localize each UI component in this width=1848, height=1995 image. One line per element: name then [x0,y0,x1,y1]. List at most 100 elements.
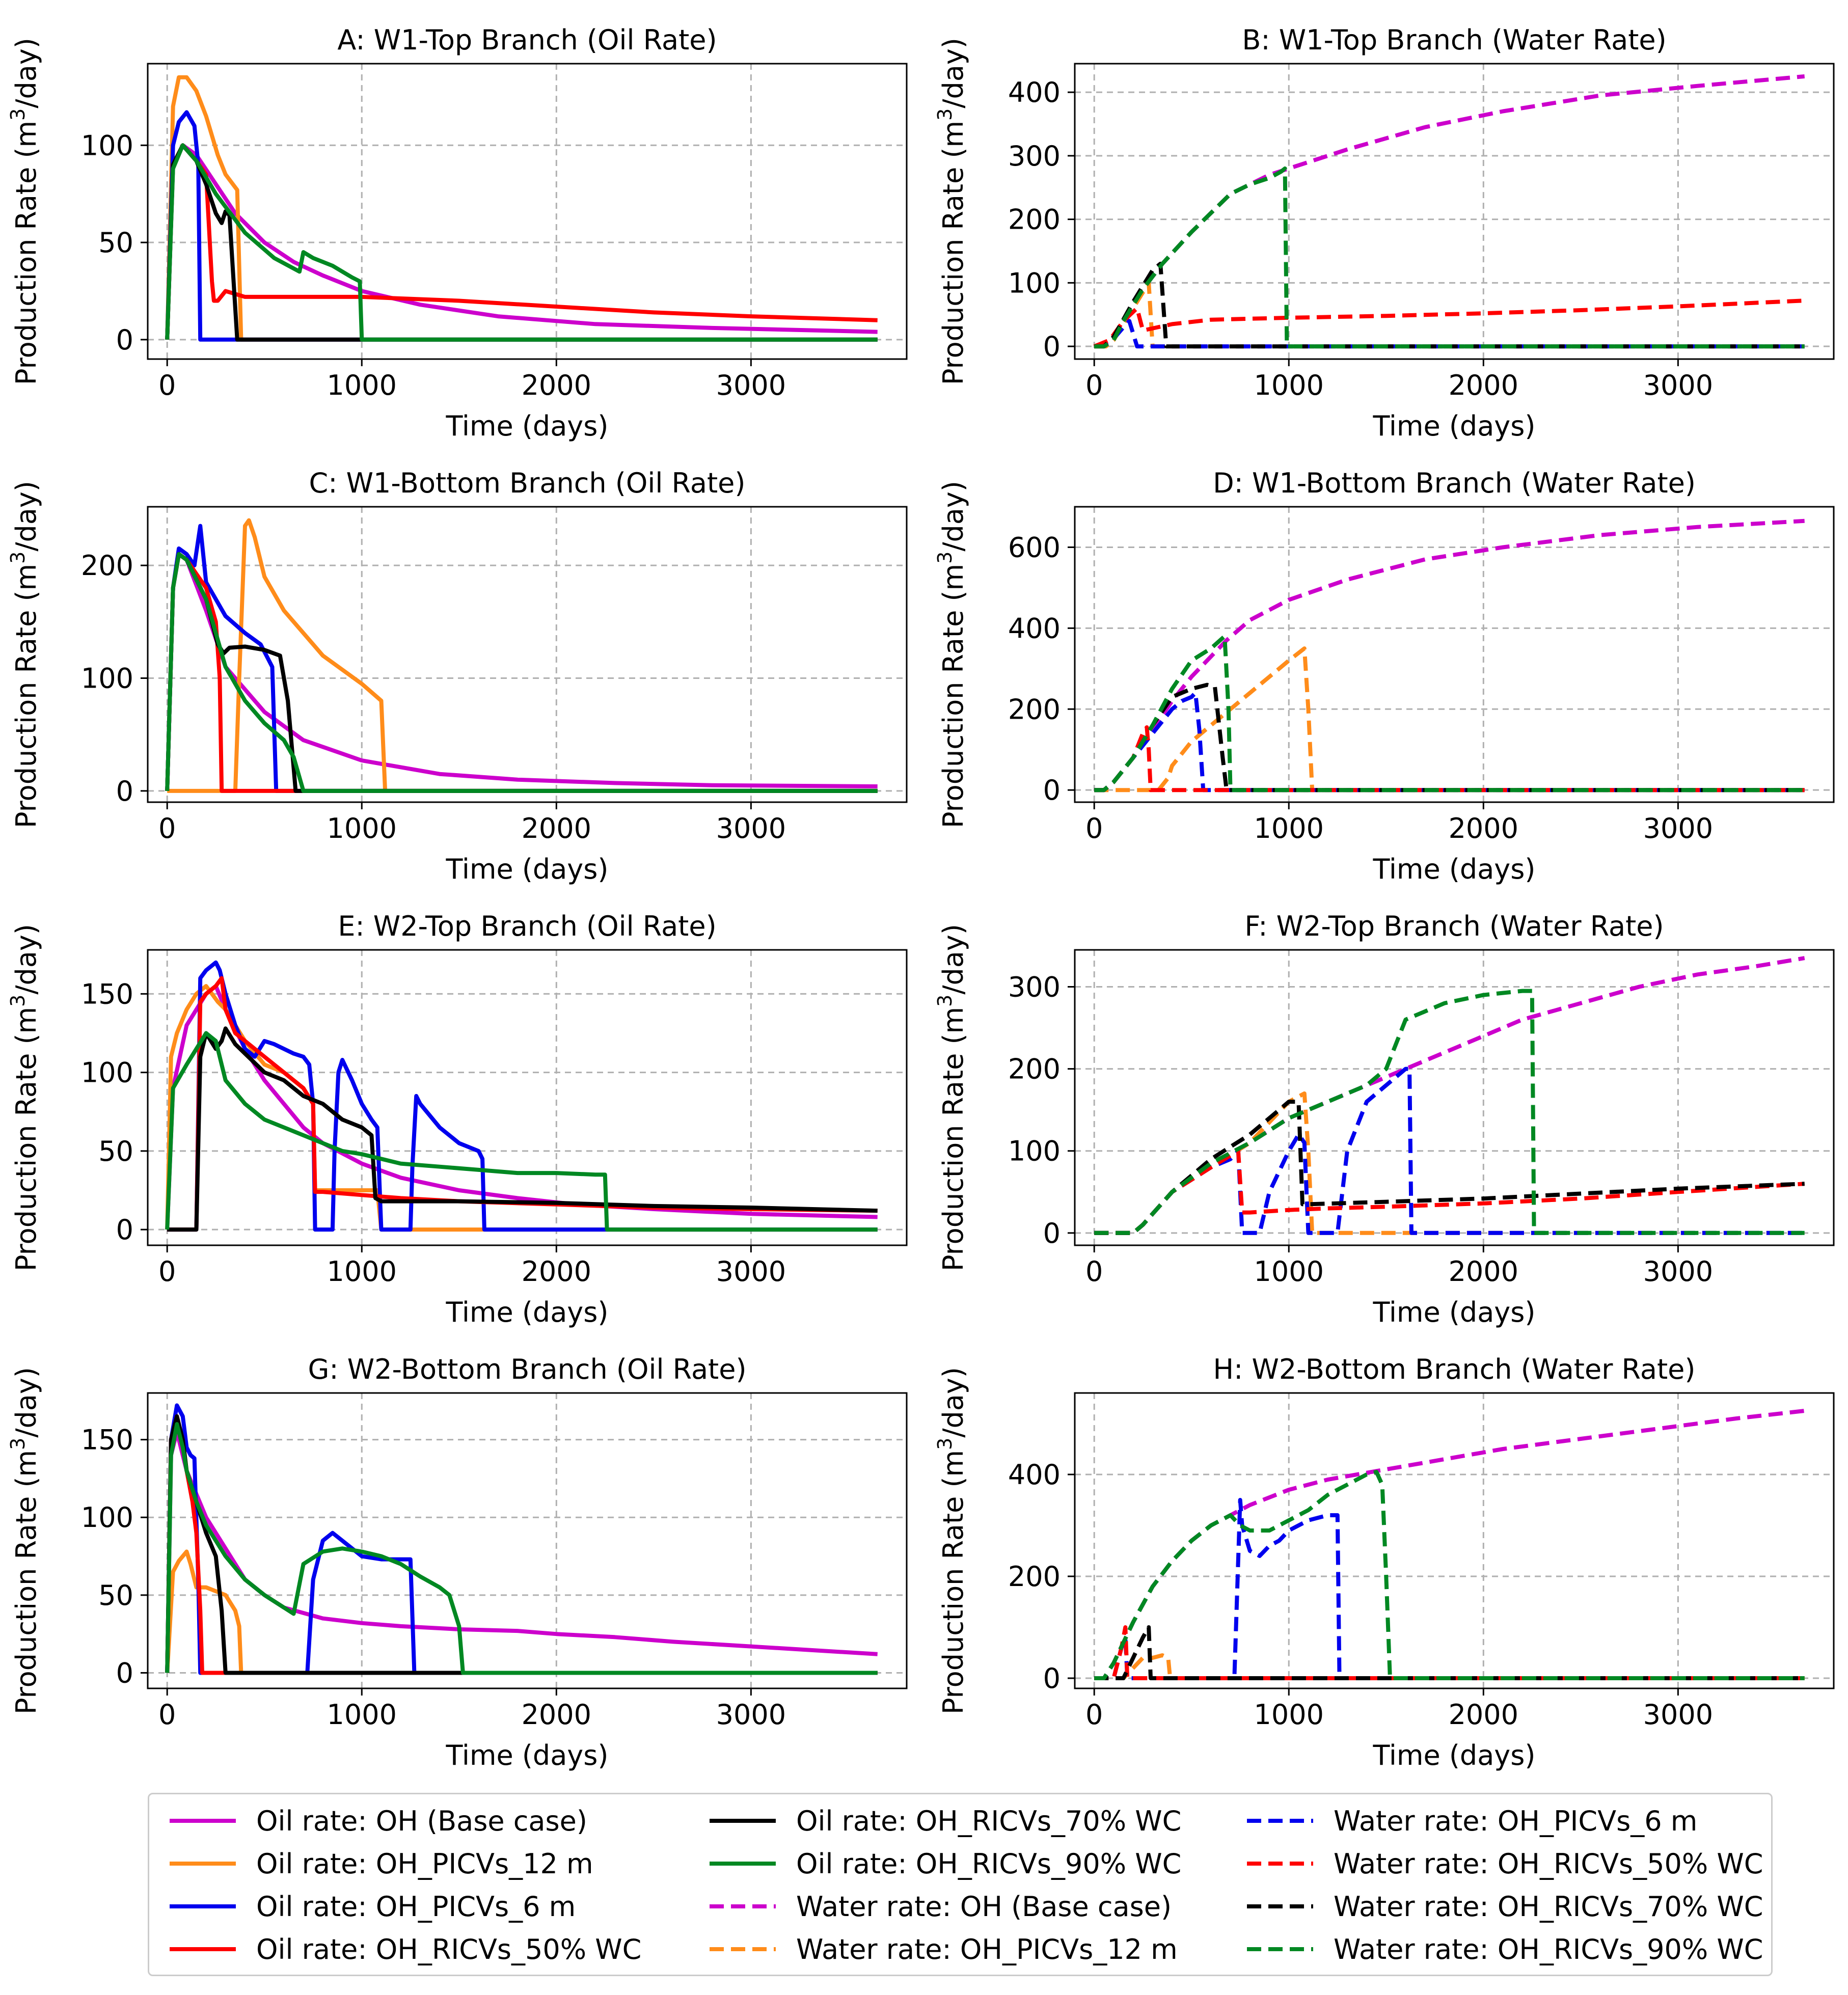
x-tick-label: 0 [158,369,176,401]
y-axis-label-part: /day) [10,924,42,995]
y-tick-label: 50 [98,1579,133,1611]
legend-label: Water rate: OH_PICVs_12 m [796,1933,1178,1965]
chart-title: F: W2-Top Branch (Water Rate) [1244,910,1664,942]
y-tick-label: 150 [81,1424,133,1456]
y-tick-label: 50 [98,227,133,259]
x-tick-label: 2000 [522,1699,591,1731]
y-axis-label-sup: 3 [934,995,956,1007]
y-tick-label: 100 [81,1501,133,1534]
x-axis-label: Time (days) [446,1739,609,1771]
legend-item: Water rate: OH_RICVs_50% WC [1242,1843,1763,1884]
chart-title: H: W2-Bottom Branch (Water Rate) [1213,1353,1696,1385]
legend-swatch [170,1862,236,1866]
series-line-oil-p12 [165,75,878,342]
series-line-water-r50 [1094,1149,1805,1235]
legend-item: Oil rate: OH_PICVs_6 m [165,1886,576,1927]
x-tick-label: 0 [1085,1699,1103,1731]
y-axis-label-part: Production Rate (m [937,121,969,385]
series-line-water-oh [1094,1409,1805,1680]
legend-label: Oil rate: OH_PICVs_12 m [256,1847,593,1880]
series-line-water-r70 [1094,682,1805,792]
series-line-water-r70 [1094,1100,1805,1235]
y-tick-label: 0 [116,775,133,807]
x-tick-label: 3000 [1643,1255,1713,1288]
series-line-oil-oh [165,1430,878,1673]
y-axis-label: Production Rate (m3/day) [7,1367,42,1714]
x-tick-label: 3000 [1643,1699,1713,1731]
legend-swatch [710,1904,776,1908]
legend-swatch [1247,1819,1313,1823]
panel-b: 0 1000 2000 3000 0 100 200 300 400 B: W1-Top Bran… [934,24,1835,442]
chart-title: D: W1-Bottom Branch (Water Rate) [1213,467,1696,499]
plot-frame [147,949,908,1246]
legend-label: Oil rate: OH_PICVs_6 m [256,1890,576,1923]
series-line-oil-r90 [165,143,878,342]
series-line-oil-p6 [167,960,878,1232]
legend-item: Water rate: OH_PICVs_6 m [1242,1800,1697,1841]
x-axis-label: Time (days) [446,853,609,885]
x-tick-label: 2000 [522,1255,591,1288]
x-tick-label: 2000 [1449,1699,1518,1731]
plot-frame [147,506,908,803]
plot-frame [147,1392,908,1689]
x-tick-label: 1000 [327,1699,397,1731]
y-tick-label: 400 [1008,612,1061,644]
y-tick-label: 100 [81,1057,133,1089]
legend-label: Water rate: OH_RICVs_90% WC [1334,1933,1763,1965]
series-line-water-p6 [1094,691,1805,792]
y-axis-label-sup: 3 [934,552,956,564]
legend-label: Oil rate: OH_RICVs_50% WC [256,1933,642,1965]
legend-label: Water rate: OH (Base case) [796,1890,1172,1923]
y-axis-label-part: Production Rate (m [10,1450,42,1714]
series-line-water-r90 [1094,166,1805,349]
x-axis-label: Time (days) [1373,410,1536,442]
x-tick-label: 2000 [522,369,591,401]
plot-frame [1074,63,1835,360]
y-axis-label: Production Rate (m3/day) [934,1367,969,1714]
y-axis-label: Production Rate (m3/day) [934,924,969,1271]
series-line-oil-p12 [165,984,878,1232]
panel-d: 0 1000 2000 3000 0 200 400 600 D: W1-Bottom Bran… [934,467,1835,885]
legend-item: Water rate: OH (Base case) [704,1886,1172,1927]
legend-label: Oil rate: OH_RICVs_90% WC [796,1847,1182,1880]
x-tick-label: 3000 [716,1699,786,1731]
series-line-water-p6 [1094,1498,1805,1680]
y-tick-label: 0 [1043,1217,1061,1249]
y-axis-label-part: Production Rate (m [937,1007,969,1271]
y-tick-label: 100 [1008,267,1061,299]
series-line-water-r50 [1094,1625,1805,1680]
x-tick-label: 3000 [716,812,786,844]
legend-label: Oil rate: OH (Base case) [256,1805,587,1837]
series-line-water-p6 [1094,319,1805,349]
series-line-oil-r70 [165,1414,878,1675]
panel-c: 0 1000 2000 3000 0 100 200 C: W1-Bottom Branch … [7,467,908,885]
plot-frame [1074,949,1835,1246]
series-line-oil-r90 [165,552,878,793]
series-line-oil-oh [165,984,878,1230]
panel-e: 0 1000 2000 3000 0 50 100 150 E: W2-Top Branch (… [7,910,908,1328]
chart-title: E: W2-Top Branch (Oil Rate) [338,910,716,942]
x-tick-label: 1000 [1254,1699,1324,1731]
legend-item: Oil rate: OH_RICVs_90% WC [704,1843,1181,1884]
y-axis-label: Production Rate (m3/day) [7,481,42,828]
x-tick-label: 1000 [1254,812,1324,844]
y-tick-label: 0 [116,324,133,356]
x-tick-label: 0 [1085,812,1103,844]
series-line-water-r50 [1093,298,1805,348]
legend-swatch [170,1819,236,1823]
legend-swatch [710,1862,776,1866]
legend-swatch [710,1819,776,1823]
series-line-water-r70 [1094,1625,1805,1680]
y-axis-label-part: Production Rate (m [10,121,42,385]
y-axis-label-part: Production Rate (m [10,564,42,828]
y-axis-label-sup: 3 [934,1438,956,1450]
x-tick-label: 1000 [1254,1255,1324,1288]
legend-item: Water rate: OH_PICVs_12 m [704,1929,1178,1970]
y-axis-label-part: /day) [937,1367,969,1438]
series-line-oil-r50 [165,1414,878,1675]
legend-swatch [170,1947,236,1951]
y-axis-label-sup: 3 [7,552,29,564]
y-tick-label: 150 [81,978,133,1010]
y-tick-label: 100 [1008,1135,1061,1167]
y-axis-label: Production Rate (m3/day) [7,38,42,385]
